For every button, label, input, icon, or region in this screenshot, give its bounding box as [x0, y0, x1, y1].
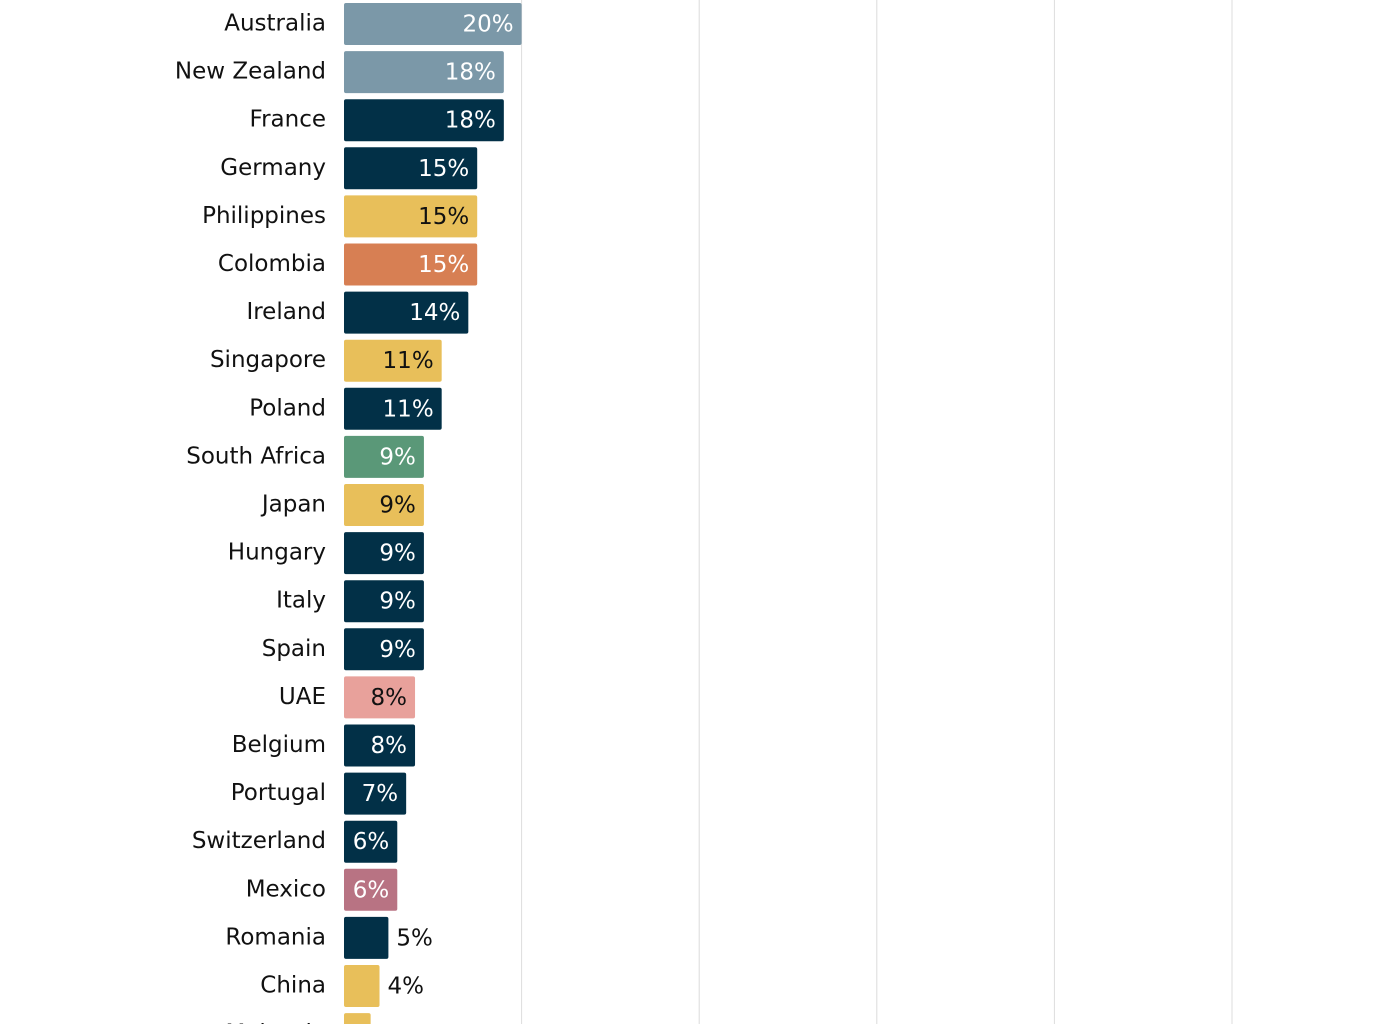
value-label: 15% [418, 156, 469, 182]
bar [344, 916, 389, 959]
bar [344, 3, 522, 45]
bar [344, 724, 416, 767]
value-label: 9% [379, 541, 416, 567]
value-label: 15% [418, 252, 469, 278]
bar [344, 484, 424, 526]
value-label: 7% [362, 781, 399, 807]
y-tick-label: Hungary [228, 540, 326, 566]
y-tick-label: Ireland [246, 299, 326, 325]
value-label: 6% [353, 829, 390, 855]
bar [344, 580, 424, 623]
y-tick-label: Spain [262, 636, 326, 662]
bar [344, 676, 416, 719]
bar [344, 820, 398, 863]
bar [344, 291, 469, 334]
y-tick-label: Australia [224, 11, 326, 37]
y-tick-label: South Africa [186, 443, 326, 469]
y-tick-label: China [260, 973, 326, 999]
y-tick-label: Singapore [210, 347, 326, 373]
value-label: 18% [445, 108, 496, 134]
value-label: 9% [379, 444, 416, 470]
y-tick-label: Mexico [246, 876, 326, 902]
y-tick-label: UAE [279, 684, 326, 710]
value-label: 11% [383, 348, 434, 374]
y-tick-label: Philippines [202, 203, 326, 229]
y-tick-label: Belgium [232, 732, 326, 758]
bar [344, 195, 478, 238]
value-label: 18% [445, 60, 496, 86]
y-tick-label: Japan [260, 492, 326, 518]
bar [344, 868, 398, 911]
y-tick-label: Portugal [231, 780, 326, 806]
value-label: 20% [462, 12, 513, 38]
bar [344, 532, 424, 575]
y-tick-label: Colombia [218, 251, 326, 277]
bar [344, 147, 478, 190]
y-tick-label: Italy [276, 588, 326, 614]
y-tick-label: Malaysia [225, 1021, 326, 1024]
value-label: 9% [379, 637, 416, 663]
bar [344, 435, 424, 478]
y-tick-label: New Zealand [175, 59, 326, 85]
value-label: 9% [379, 589, 416, 615]
y-tick-label: Poland [249, 395, 326, 421]
value-label: 15% [418, 204, 469, 230]
bar [344, 772, 407, 815]
bar [344, 99, 504, 142]
bar [344, 628, 424, 671]
bar [344, 387, 442, 430]
bar [344, 1013, 371, 1024]
value-label: 4% [388, 974, 425, 1000]
bar [344, 51, 504, 94]
value-label: 9% [379, 493, 416, 519]
y-tick-label: Germany [220, 155, 326, 181]
bar [344, 243, 478, 286]
value-label: 5% [396, 925, 433, 951]
bar [344, 965, 380, 1007]
value-label: 8% [371, 733, 408, 759]
value-label: 6% [353, 877, 390, 903]
value-label: 8% [371, 685, 408, 711]
y-tick-label: France [250, 107, 326, 133]
bar [344, 339, 442, 382]
y-tick-label: Switzerland [192, 828, 326, 854]
y-tick-label: Romania [225, 924, 326, 950]
value-label: 14% [409, 300, 460, 326]
value-label: 11% [383, 396, 434, 422]
